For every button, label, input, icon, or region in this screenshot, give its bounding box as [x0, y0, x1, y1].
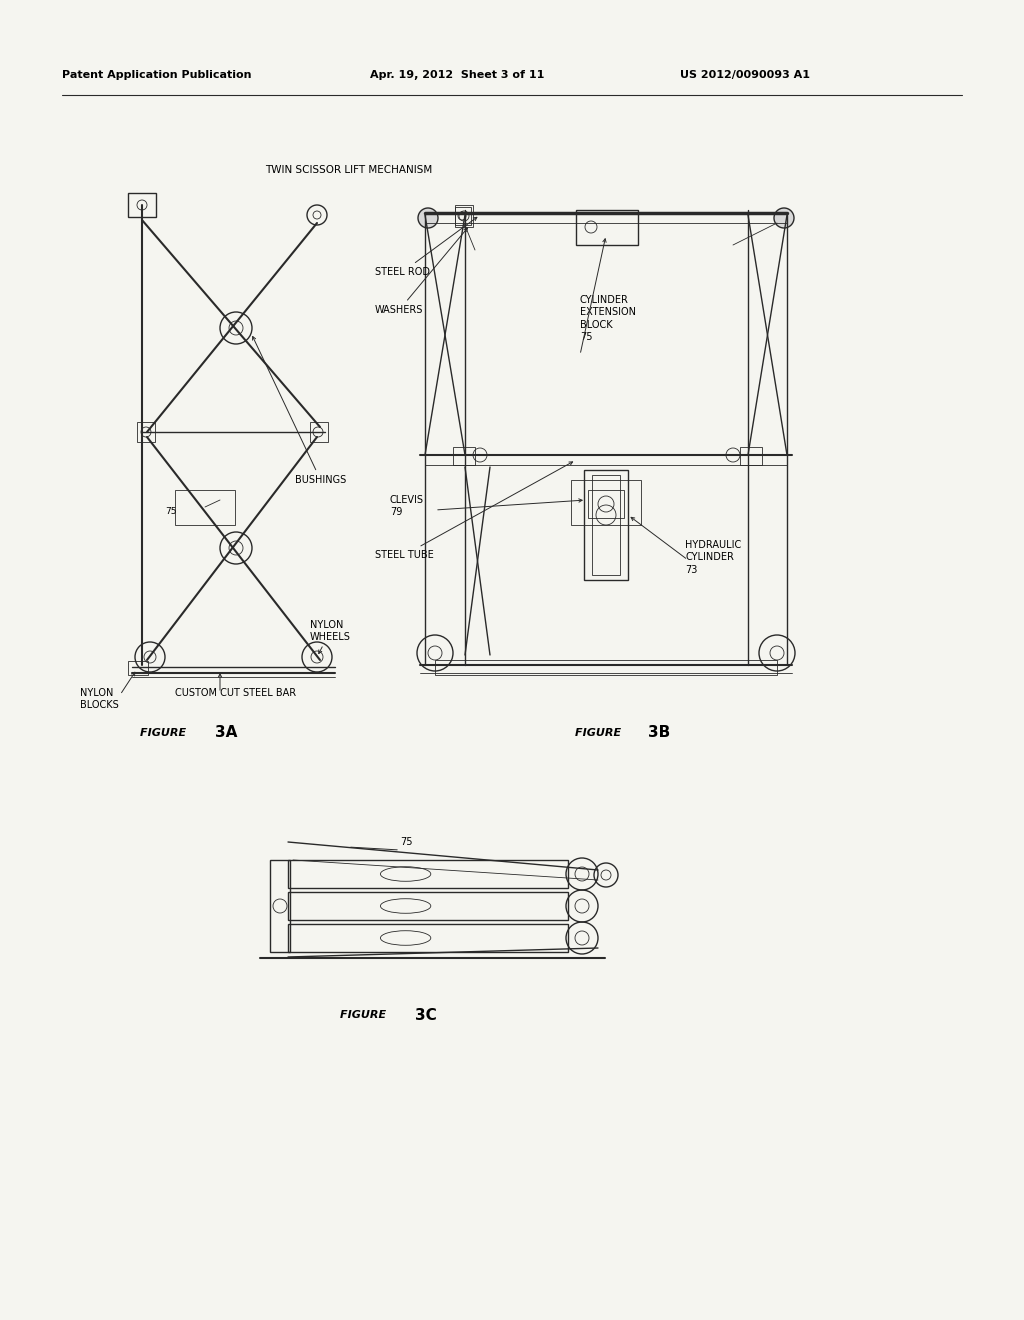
Text: TWIN SCISSOR LIFT MECHANISM: TWIN SCISSOR LIFT MECHANISM: [265, 165, 432, 176]
Text: CUSTOM CUT STEEL BAR: CUSTOM CUT STEEL BAR: [175, 688, 296, 698]
Circle shape: [774, 209, 794, 228]
Text: 3A: 3A: [215, 725, 238, 741]
Bar: [435, 660, 777, 675]
Text: STEEL TUBE: STEEL TUBE: [375, 462, 572, 560]
Bar: [571, 480, 641, 525]
Text: STEEL ROD: STEEL ROD: [375, 218, 477, 277]
Text: NYLON
WHEELS: NYLON WHEELS: [310, 620, 351, 653]
Text: FIGURE: FIGURE: [575, 729, 625, 738]
Text: 75: 75: [400, 837, 413, 847]
Text: 75: 75: [165, 507, 176, 516]
Text: FIGURE: FIGURE: [340, 1010, 390, 1020]
Bar: [270, 861, 290, 952]
Text: Apr. 19, 2012  Sheet 3 of 11: Apr. 19, 2012 Sheet 3 of 11: [370, 70, 545, 81]
Bar: [288, 924, 568, 952]
Bar: [592, 475, 620, 576]
Circle shape: [418, 209, 438, 228]
Text: CLEVIS
79: CLEVIS 79: [390, 495, 424, 517]
Text: Patent Application Publication: Patent Application Publication: [62, 70, 252, 81]
Bar: [455, 207, 471, 224]
Bar: [128, 661, 148, 675]
Text: BUSHINGS: BUSHINGS: [253, 337, 346, 484]
Bar: [740, 447, 762, 465]
Bar: [584, 470, 628, 579]
Bar: [288, 892, 568, 920]
Text: FIGURE: FIGURE: [140, 729, 190, 738]
Text: NYLON
BLOCKS: NYLON BLOCKS: [80, 688, 119, 710]
Bar: [137, 422, 155, 442]
Text: WASHERS: WASHERS: [375, 228, 468, 315]
Bar: [288, 861, 568, 888]
Text: HYDRAULIC
CYLINDER
73: HYDRAULIC CYLINDER 73: [685, 540, 741, 574]
Bar: [128, 193, 156, 216]
Bar: [588, 490, 624, 517]
Bar: [455, 205, 473, 227]
Text: CYLINDER
EXTENSION
BLOCK
75: CYLINDER EXTENSION BLOCK 75: [580, 294, 636, 342]
Bar: [310, 422, 328, 442]
Bar: [175, 490, 234, 525]
Bar: [575, 210, 638, 246]
Text: US 2012/0090093 A1: US 2012/0090093 A1: [680, 70, 810, 81]
Text: 3C: 3C: [415, 1008, 437, 1023]
Bar: [453, 447, 475, 465]
Text: 3B: 3B: [648, 725, 671, 741]
